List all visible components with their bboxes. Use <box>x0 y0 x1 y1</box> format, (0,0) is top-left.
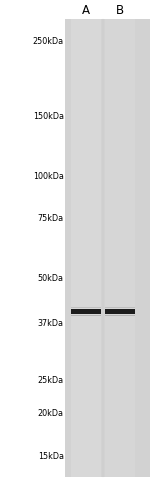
Bar <box>71 309 101 315</box>
Text: 150kDa: 150kDa <box>33 112 64 121</box>
Text: 20kDa: 20kDa <box>38 409 64 418</box>
Text: 15kDa: 15kDa <box>38 451 64 461</box>
Bar <box>105 19 135 477</box>
Bar <box>65 19 150 477</box>
Text: B: B <box>116 4 124 17</box>
Text: 100kDa: 100kDa <box>33 172 64 181</box>
Text: A: A <box>82 4 90 17</box>
Bar <box>105 309 135 315</box>
Text: 37kDa: 37kDa <box>38 318 64 328</box>
Bar <box>71 19 101 477</box>
Text: 250kDa: 250kDa <box>33 37 64 46</box>
Text: 50kDa: 50kDa <box>38 274 64 283</box>
Text: 75kDa: 75kDa <box>38 214 64 224</box>
Text: 25kDa: 25kDa <box>38 376 64 385</box>
